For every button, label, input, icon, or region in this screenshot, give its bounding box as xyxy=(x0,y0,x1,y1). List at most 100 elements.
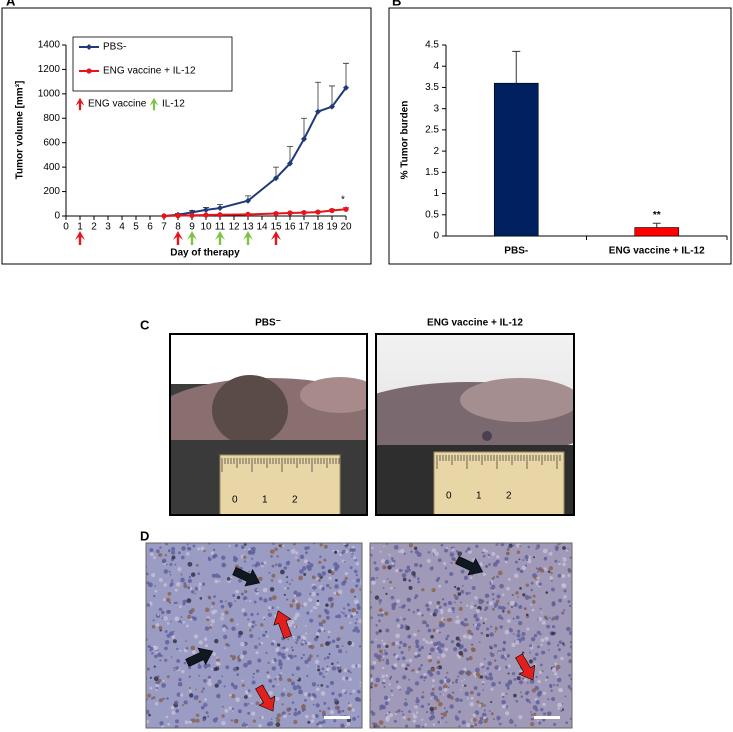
micrograph xyxy=(146,543,362,728)
cell xyxy=(293,711,298,717)
cell xyxy=(466,547,471,552)
cell xyxy=(180,616,183,618)
cell xyxy=(292,685,298,691)
cell xyxy=(529,644,533,648)
cell xyxy=(202,687,205,690)
cell xyxy=(548,649,550,651)
cell xyxy=(424,620,427,623)
cell xyxy=(379,613,384,617)
cell xyxy=(304,546,308,551)
cell xyxy=(483,716,487,720)
cell xyxy=(393,587,396,589)
cell xyxy=(188,575,192,579)
cell xyxy=(351,664,356,669)
cell xyxy=(427,702,430,706)
cell xyxy=(432,723,436,726)
cell xyxy=(356,605,361,610)
cell xyxy=(531,718,535,721)
cell xyxy=(447,694,451,699)
cell xyxy=(431,679,436,683)
cell xyxy=(251,557,254,560)
cell xyxy=(412,714,417,719)
cell xyxy=(170,656,173,659)
cell xyxy=(284,587,287,590)
cell xyxy=(294,708,298,712)
cell xyxy=(557,707,560,710)
cell xyxy=(289,603,294,608)
cell xyxy=(291,636,293,639)
cell xyxy=(430,697,433,700)
cell xyxy=(397,624,401,628)
cell xyxy=(210,668,213,671)
cell xyxy=(243,560,247,563)
cell xyxy=(475,544,479,548)
cell xyxy=(396,685,401,690)
cell xyxy=(417,648,422,652)
cell xyxy=(382,679,386,683)
cell xyxy=(200,690,204,693)
cell xyxy=(149,676,152,679)
cell xyxy=(148,582,153,588)
cell xyxy=(231,694,236,699)
cell xyxy=(404,626,408,630)
cell xyxy=(336,638,340,642)
cell xyxy=(161,558,167,564)
cell xyxy=(293,616,298,621)
cell xyxy=(456,587,461,591)
cell xyxy=(146,667,150,671)
cell xyxy=(258,723,262,728)
cell xyxy=(346,603,351,607)
cell xyxy=(224,708,229,713)
cell xyxy=(237,634,242,638)
cell xyxy=(507,672,510,675)
cell xyxy=(225,600,227,603)
cell xyxy=(468,656,473,661)
cell xyxy=(425,603,430,608)
cell xyxy=(172,639,177,644)
cell xyxy=(147,644,151,649)
cell xyxy=(374,595,380,600)
cell xyxy=(295,603,301,608)
cell xyxy=(258,643,261,646)
cell xyxy=(543,557,547,561)
cell xyxy=(370,640,374,644)
panel-label: B xyxy=(392,0,401,8)
cell xyxy=(304,699,307,702)
cell xyxy=(370,673,373,678)
cell xyxy=(482,572,486,576)
cell xyxy=(488,645,492,649)
cell xyxy=(325,603,329,607)
cell xyxy=(159,721,164,726)
y-tick-label: 1 xyxy=(433,188,439,199)
cell xyxy=(429,640,433,645)
cell xyxy=(513,573,519,579)
cell xyxy=(304,632,308,635)
cell xyxy=(484,672,487,674)
cell xyxy=(292,543,296,546)
ruler-label: 1 xyxy=(476,491,482,502)
cell xyxy=(415,670,419,674)
cell xyxy=(239,654,245,660)
pointer-arrow xyxy=(273,610,292,639)
cell xyxy=(383,695,389,701)
cell xyxy=(276,555,279,558)
cell xyxy=(421,588,425,592)
cell xyxy=(311,591,316,597)
cell xyxy=(325,615,330,620)
cell xyxy=(489,587,492,590)
cell xyxy=(265,635,269,639)
cell xyxy=(382,587,385,589)
cell xyxy=(414,681,420,686)
micrograph-arrows xyxy=(185,556,536,712)
cell xyxy=(269,549,275,554)
panel-frame xyxy=(1,7,372,265)
cell xyxy=(316,654,319,658)
cell xyxy=(470,632,474,636)
cell xyxy=(375,631,379,635)
cell xyxy=(149,646,154,651)
cell xyxy=(290,681,296,686)
cell xyxy=(501,692,505,697)
cell xyxy=(252,676,255,679)
cell xyxy=(423,673,427,677)
cell xyxy=(283,566,288,570)
